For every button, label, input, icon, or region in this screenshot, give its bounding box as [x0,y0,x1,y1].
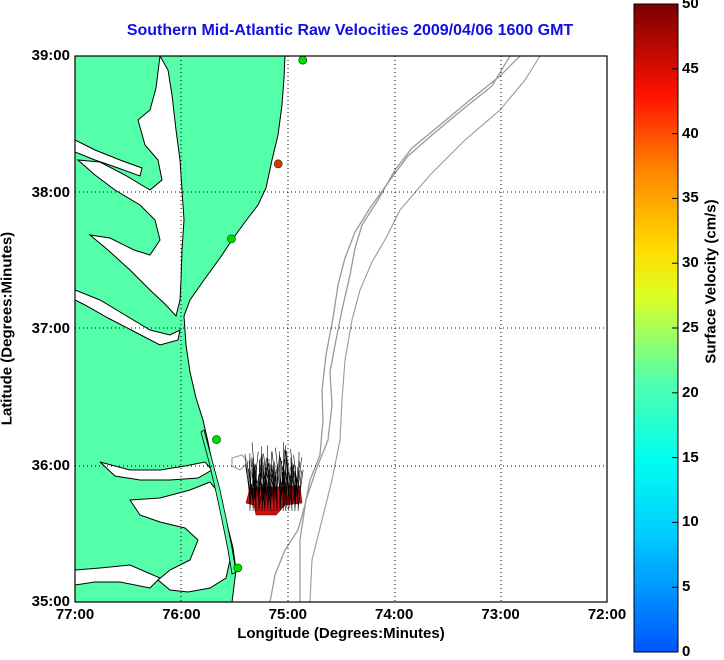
colorbar-tick-label: 5 [682,578,690,595]
colorbar-tick-label: 45 [682,60,699,77]
x-tick-label: 73:00 [471,606,531,623]
radar-site-marker [213,436,221,444]
y-tick-label: 39:00 [32,47,70,64]
colorbar-tick-label: 25 [682,319,699,336]
colorbar-tick-label: 50 [682,0,699,12]
colorbar-tick-label: 30 [682,254,699,271]
x-axis-label: Longitude (Degrees:Minutes) [75,625,607,642]
colorbar-tick-label: 0 [682,643,690,660]
y-tick-label: 35:00 [32,593,70,610]
colorbar-label: Surface Velocity (cm/s) [703,132,720,432]
colorbar [634,4,678,652]
colorbar-tick-label: 40 [682,125,699,142]
x-tick-label: 76:00 [151,606,211,623]
x-tick-label: 75:00 [258,606,318,623]
colorbar-tick-label: 35 [682,189,699,206]
y-tick-label: 37:00 [32,320,70,337]
x-tick-label: 74:00 [364,606,424,623]
radar-site-marker [299,56,307,64]
y-tick-label: 36:00 [32,457,70,474]
colorbar-tick-label: 15 [682,449,699,466]
y-tick-label: 38:00 [32,184,70,201]
radar-site-marker [274,160,282,168]
y-axis-label: Latitude (Degrees:Minutes) [0,179,16,479]
x-tick-label: 72:00 [577,606,637,623]
colorbar-tick-label: 20 [682,384,699,401]
radar-site-marker [234,564,242,572]
colorbar-tick-label: 10 [682,513,699,530]
radar-site-marker [227,235,235,243]
